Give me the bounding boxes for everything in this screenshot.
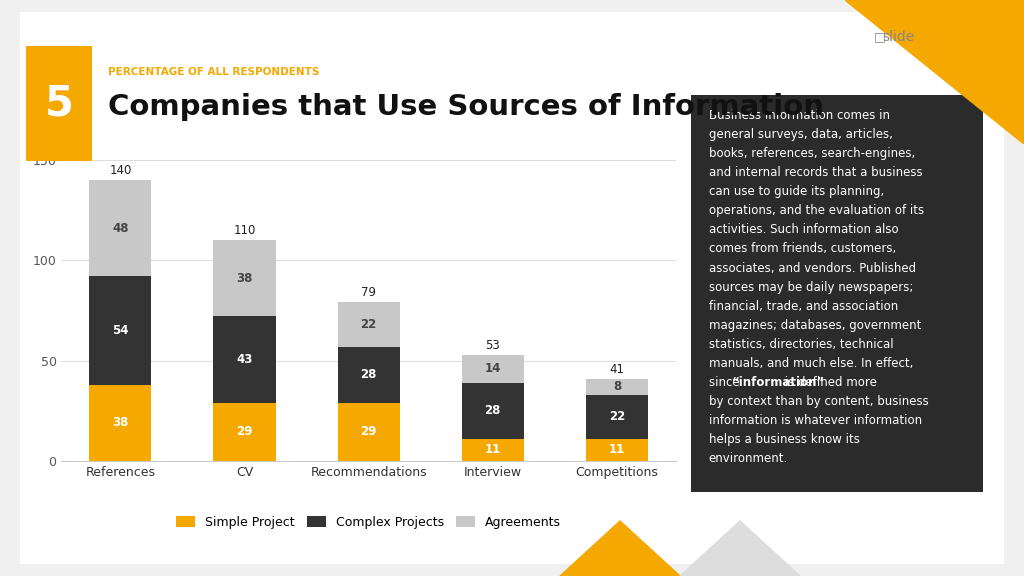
Text: 14: 14 (484, 362, 501, 375)
Text: Companies that Use Sources of Information: Companies that Use Sources of Informatio… (108, 93, 823, 120)
Bar (213, 403, 275, 461)
Legend: Simple Project, Complex Projects, Agreements: Simple Project, Complex Projects, Agreem… (171, 511, 566, 534)
Text: 54: 54 (113, 324, 129, 337)
Text: 38: 38 (113, 416, 129, 429)
Text: 8: 8 (612, 380, 621, 393)
Bar (586, 439, 648, 461)
Text: is defined more: is defined more (780, 376, 877, 389)
Text: sources may be daily newspapers;: sources may be daily newspapers; (709, 281, 913, 294)
Text: manuals, and much else. In effect,: manuals, and much else. In effect, (709, 357, 913, 370)
Bar (586, 395, 648, 439)
Bar (338, 302, 399, 347)
Text: slide: slide (883, 31, 914, 44)
Text: marvels: marvels (916, 31, 979, 44)
Text: 48: 48 (113, 222, 129, 234)
Text: statistics, directories, technical: statistics, directories, technical (709, 338, 893, 351)
Text: 11: 11 (484, 444, 501, 456)
Text: general surveys, data, articles,: general surveys, data, articles, (709, 128, 893, 141)
Bar (586, 378, 648, 395)
Bar (213, 316, 275, 403)
Text: operations, and the evaluation of its: operations, and the evaluation of its (709, 204, 924, 217)
Text: associates, and vendors. Published: associates, and vendors. Published (709, 262, 915, 275)
Polygon shape (845, 0, 1024, 144)
Text: 29: 29 (237, 425, 253, 438)
Text: since: since (709, 376, 743, 389)
Text: 53: 53 (485, 339, 500, 351)
Text: 38: 38 (237, 272, 253, 285)
Text: and internal records that a business: and internal records that a business (709, 166, 923, 179)
Text: 29: 29 (360, 425, 377, 438)
Bar (338, 347, 399, 403)
Text: 110: 110 (233, 224, 256, 237)
Text: 22: 22 (360, 318, 377, 331)
Text: 43: 43 (237, 353, 253, 366)
Text: helps a business know its: helps a business know its (709, 433, 859, 446)
Polygon shape (680, 521, 800, 576)
Text: PERCENTAGE OF ALL RESPONDENTS: PERCENTAGE OF ALL RESPONDENTS (108, 67, 318, 77)
Text: 28: 28 (484, 404, 501, 417)
Text: 22: 22 (608, 410, 625, 423)
Polygon shape (560, 521, 680, 576)
Text: 79: 79 (361, 286, 376, 300)
Text: environment.: environment. (709, 452, 787, 465)
Bar (462, 382, 524, 439)
Text: magazines; databases, government: magazines; databases, government (709, 319, 921, 332)
Bar (338, 403, 399, 461)
Bar (462, 355, 524, 382)
Text: 28: 28 (360, 368, 377, 381)
Text: 140: 140 (110, 164, 132, 177)
Bar (89, 385, 152, 461)
Text: Business information comes in: Business information comes in (709, 109, 890, 122)
Bar (89, 276, 152, 385)
Text: can use to guide its planning,: can use to guide its planning, (709, 185, 884, 198)
Text: 41: 41 (609, 362, 625, 376)
Text: activities. Such information also: activities. Such information also (709, 223, 898, 236)
Text: 11: 11 (608, 444, 625, 456)
Bar (89, 180, 152, 276)
Text: books, references, search-engines,: books, references, search-engines, (709, 147, 915, 160)
Text: “information”: “information” (731, 376, 824, 389)
Text: comes from friends, customers,: comes from friends, customers, (709, 242, 896, 256)
Text: □: □ (873, 30, 885, 43)
Bar (213, 240, 275, 316)
Text: by context than by content, business: by context than by content, business (709, 395, 929, 408)
Text: financial, trade, and association: financial, trade, and association (709, 300, 898, 313)
Text: 5: 5 (44, 83, 74, 124)
Bar (462, 439, 524, 461)
Text: information is whatever information: information is whatever information (709, 414, 922, 427)
